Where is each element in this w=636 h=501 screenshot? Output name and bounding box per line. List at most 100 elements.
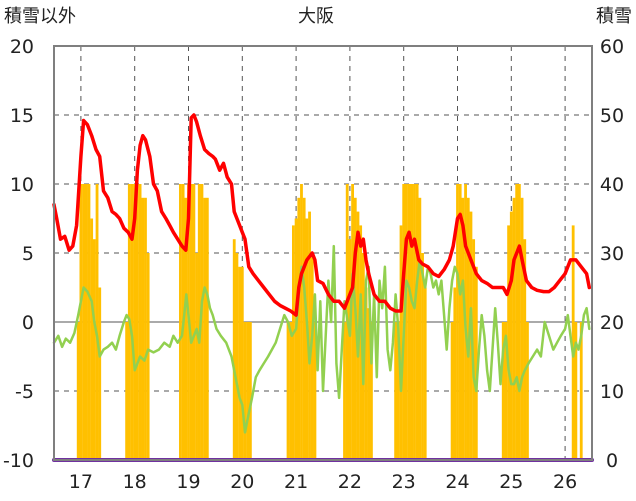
- snow-bar-69: [423, 287, 427, 460]
- left-tick-label-1: -5: [15, 381, 34, 403]
- snow-bar-34: [246, 322, 250, 460]
- x-tick-label-1: 18: [123, 471, 147, 493]
- snow-bar-31: [238, 266, 242, 460]
- left-tick-label-5: 15: [10, 105, 34, 127]
- snow-bar-33: [243, 322, 247, 460]
- snow-bar-5: [90, 218, 94, 460]
- snow-bar-76: [466, 197, 470, 461]
- x-tick-label-5: 22: [338, 471, 362, 493]
- snow-bar-60: [399, 225, 403, 460]
- snow-bar-42: [302, 197, 306, 461]
- snow-bar-90: [571, 225, 575, 460]
- snow-bar-85: [515, 184, 519, 460]
- snow-bar-36: [286, 322, 290, 460]
- snow-bar-86: [517, 184, 521, 460]
- snow-bar-49: [348, 239, 352, 460]
- snow-bar-27: [203, 197, 207, 461]
- snow-bar-59: [396, 322, 400, 460]
- snow-bar-72: [456, 184, 459, 460]
- snow-bar-39: [294, 218, 298, 460]
- right-axis-label: 積雪: [596, 6, 632, 27]
- snow-bar-73: [458, 184, 462, 460]
- left-tick-label-3: 5: [22, 243, 34, 265]
- snow-bar-56: [367, 308, 371, 460]
- snow-bar-4: [87, 184, 91, 460]
- snow-bar-11: [130, 184, 134, 460]
- snow-bar-32: [240, 266, 244, 460]
- snow-bar-2: [82, 184, 85, 460]
- snow-bar-82: [507, 225, 511, 460]
- snow-bar-87: [520, 197, 524, 461]
- snow-bar-12: [133, 184, 137, 460]
- snow-bar-37: [289, 322, 293, 460]
- snow-bar-9: [125, 322, 129, 460]
- left-tick-label-6: 20: [10, 36, 34, 58]
- snow-bar-67: [418, 197, 422, 461]
- snow-bar-8: [98, 287, 102, 460]
- right-tick-label-6: 60: [600, 36, 624, 58]
- right-tick-label-1: 10: [600, 381, 624, 403]
- snow-bar-58: [394, 322, 398, 460]
- snow-bar-1: [79, 184, 83, 460]
- snow-bar-83: [509, 211, 513, 460]
- snow-bar-44: [308, 211, 311, 460]
- snow-bar-63: [407, 184, 411, 460]
- x-tick-label-3: 20: [230, 471, 254, 493]
- x-tick-label-6: 23: [392, 471, 416, 493]
- left-axis-ticks: -10 -5 0 5 10 15 20: [3, 36, 34, 472]
- snow-bar-84: [512, 197, 516, 461]
- snow-bar-22: [189, 184, 193, 460]
- snow-bar-88: [523, 239, 527, 460]
- snow-bar-46: [313, 322, 317, 460]
- x-tick-label-7: 24: [445, 471, 469, 493]
- snow-bar-14: [138, 184, 142, 460]
- chart-title: 大阪: [298, 6, 334, 27]
- snow-bar-13: [135, 184, 139, 460]
- snow-bar-26: [200, 184, 204, 460]
- x-tick-label-4: 21: [284, 471, 308, 493]
- snow-bar-92: [579, 322, 583, 460]
- snow-bar-3: [84, 184, 88, 460]
- snow-bar-0: [76, 322, 80, 460]
- snow-bar-81: [504, 322, 508, 460]
- snow-bar-91: [574, 322, 578, 460]
- snow-bar-55: [364, 287, 368, 460]
- x-axis-ticks: 17 18 19 20 21 22 23 24 25 26: [69, 471, 577, 493]
- snow-bar-74: [461, 197, 465, 461]
- snow-bar-70: [450, 322, 454, 460]
- snow-bar-50: [351, 184, 354, 460]
- snow-bar-7: [95, 184, 99, 460]
- right-tick-label-5: 50: [600, 105, 624, 127]
- snow-bar-25: [197, 184, 201, 460]
- snow-bar-79: [474, 266, 478, 460]
- left-tick-label-2: 0: [22, 312, 34, 334]
- snow-bar-15: [141, 197, 145, 461]
- snow-bar-80: [501, 322, 505, 460]
- plot-frame: [53, 45, 593, 461]
- snow-bar-29: [232, 239, 236, 460]
- snow-bar-6: [92, 239, 96, 460]
- snow-bar-35: [248, 322, 252, 460]
- x-tick-label-8: 25: [499, 471, 523, 493]
- series-line-green_series: [52, 244, 591, 434]
- snow-bar-38: [292, 225, 295, 460]
- right-tick-label-3: 30: [600, 243, 624, 265]
- right-tick-label-2: 20: [600, 312, 624, 334]
- snow-bar-30: [235, 253, 239, 460]
- snow-bar-28: [205, 197, 209, 461]
- snow-bar-64: [410, 184, 414, 460]
- snow-bar-20: [184, 197, 188, 461]
- x-tick-label-9: 26: [553, 471, 577, 493]
- left-tick-label-0: -10: [3, 450, 34, 472]
- snow-bar-45: [310, 253, 314, 460]
- x-tick-label-0: 17: [69, 471, 93, 493]
- x-tick-label-2: 19: [176, 471, 200, 493]
- snow-bar-23: [192, 184, 196, 460]
- snow-bar-24: [195, 253, 198, 460]
- snow-bar-41: [300, 184, 303, 460]
- snow-bar-57: [370, 322, 373, 460]
- right-tick-label-0: 0: [606, 450, 618, 472]
- snow-bar-71: [453, 287, 457, 460]
- snow-bar-62: [404, 184, 408, 460]
